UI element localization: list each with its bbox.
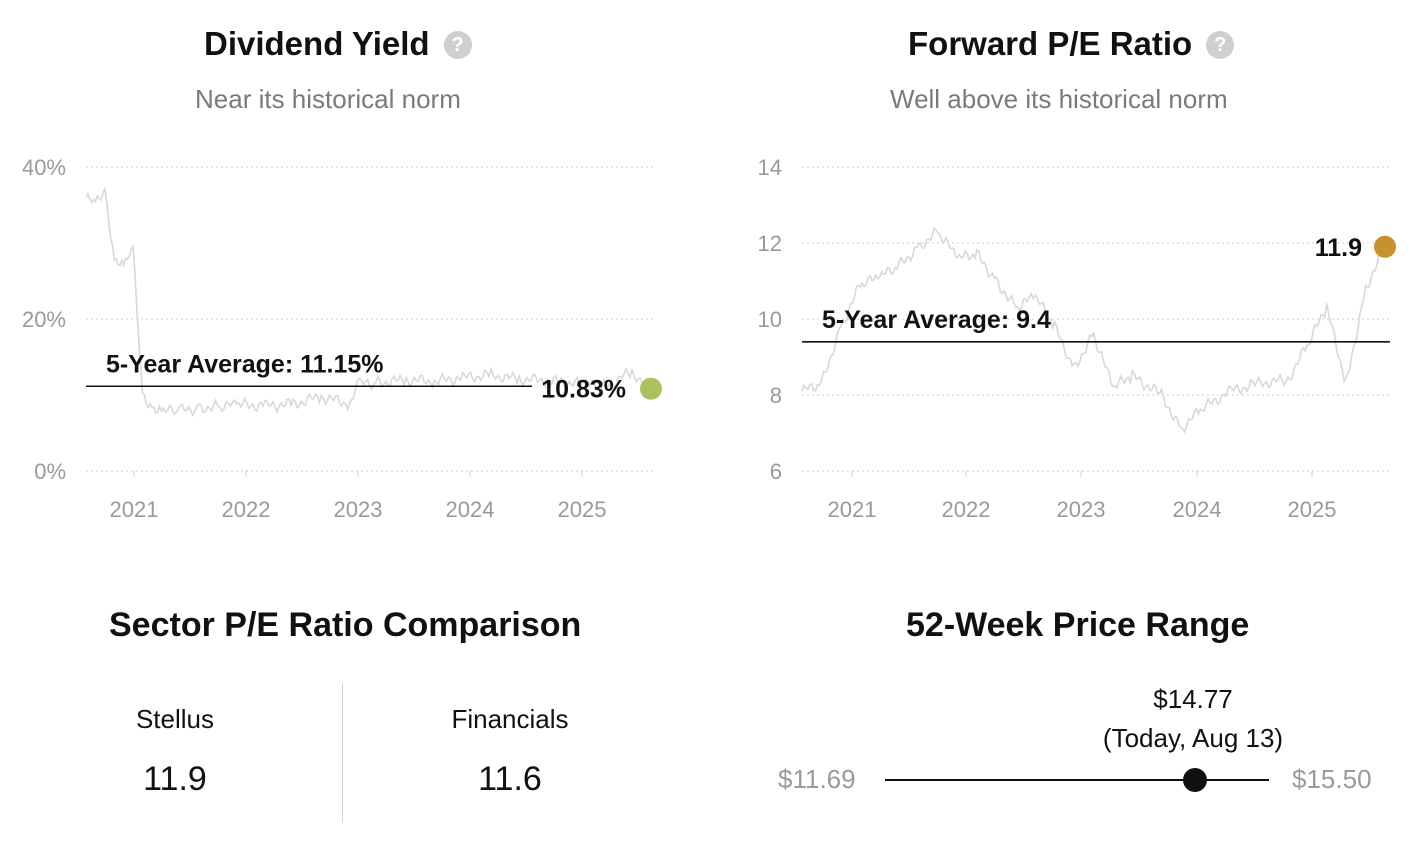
- x-tick-label: 2021: [110, 497, 159, 522]
- range-low: $11.69: [778, 764, 856, 794]
- y-tick-label: 8: [770, 383, 782, 408]
- y-tick-label: 40%: [22, 155, 66, 180]
- range-track: [885, 779, 1269, 781]
- forward-pe-title: Forward P/E Ratio?: [908, 25, 1235, 63]
- forward-pe-subtitle: Well above its historical norm: [890, 84, 1228, 114]
- x-tick-label: 2025: [1288, 497, 1337, 522]
- series-line: [801, 226, 1386, 434]
- question-circle-icon[interactable]: ?: [443, 31, 472, 59]
- financials-pe-value: 11.6: [478, 760, 542, 798]
- x-tick-label: 2024: [1173, 497, 1222, 522]
- average-label: 5-Year Average: 9.4: [822, 306, 1051, 334]
- comparison-divider: [342, 684, 343, 822]
- dividend-yield-title: Dividend Yield?: [204, 25, 472, 63]
- x-tick-label: 2023: [334, 497, 383, 522]
- current-price-note: (Today, Aug 13): [1102, 723, 1284, 753]
- y-tick-label: 12: [758, 231, 782, 256]
- current-value-dot: [640, 377, 662, 400]
- price-range-title: 52-Week Price Range: [906, 606, 1250, 644]
- current-value-label: 10.83%: [541, 376, 626, 404]
- y-tick-label: 10: [758, 307, 782, 332]
- y-tick-label: 14: [758, 155, 782, 180]
- x-tick-label: 2021: [828, 497, 877, 522]
- y-tick-label: 0%: [34, 459, 66, 484]
- y-tick-label: 20%: [22, 307, 66, 332]
- dividend-yield-title-text: Dividend Yield: [204, 25, 430, 62]
- current-value-dot: [1374, 235, 1396, 258]
- average-label: 5-Year Average: 11.15%: [106, 350, 384, 378]
- x-tick-label: 2024: [446, 497, 495, 522]
- financials-label: Financials: [451, 704, 569, 734]
- forward-pe-chart: 14 12 10 8 6 2021 2022 2023 2024 2025 5-Year Avera…: [758, 155, 1396, 522]
- sector-comparison-title: Sector P/E Ratio Comparison: [109, 606, 582, 644]
- stellus-label: Stellus: [135, 704, 215, 734]
- x-tick-label: 2025: [558, 497, 607, 522]
- range-high: $15.50: [1292, 764, 1372, 794]
- question-circle-icon[interactable]: ?: [1206, 31, 1235, 59]
- current-value-label: 11.9: [1315, 234, 1362, 262]
- dividend-yield-chart: 40% 20% 0% 2021 2022 2023 2024 2025 5-Year Avera…: [22, 155, 662, 522]
- x-tick-label: 2022: [942, 497, 991, 522]
- dividend-yield-subtitle: Near its historical norm: [195, 84, 461, 114]
- y-tick-label: 6: [770, 459, 782, 484]
- x-tick-label: 2023: [1057, 497, 1106, 522]
- x-tick-label: 2022: [222, 497, 271, 522]
- forward-pe-title-text: Forward P/E Ratio: [908, 25, 1193, 62]
- stellus-pe-value: 11.9: [143, 760, 207, 798]
- current-price: $14.77: [1153, 684, 1233, 714]
- series-line: [85, 186, 652, 418]
- current-price-marker[interactable]: [1183, 768, 1208, 792]
